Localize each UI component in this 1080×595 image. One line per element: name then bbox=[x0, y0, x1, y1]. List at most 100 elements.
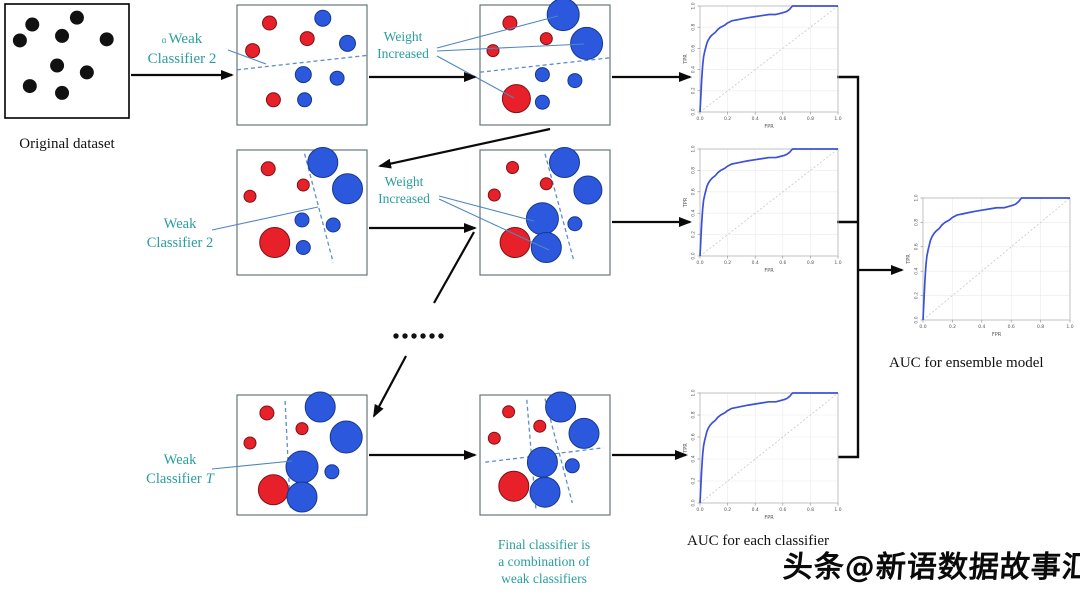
weak-classifier-1-label: ɑ Weak Classifier 2 bbox=[147, 31, 217, 67]
roc-curve bbox=[922, 197, 1070, 321]
data-point-blue bbox=[295, 240, 311, 255]
chance-diagonal bbox=[922, 197, 1071, 321]
x-tick-label: 0.2 bbox=[949, 324, 956, 330]
data-point-blue bbox=[534, 94, 550, 110]
data-point-blue bbox=[529, 476, 561, 508]
y-tick-label: 0.0 bbox=[691, 499, 697, 506]
final-classifier-box bbox=[479, 391, 611, 516]
y-tick-label: 0.4 bbox=[914, 267, 920, 274]
data-point-blue bbox=[304, 391, 336, 423]
x-tick-label: 0.4 bbox=[752, 116, 759, 122]
data-point-blue bbox=[307, 147, 339, 178]
chance-diagonal bbox=[699, 148, 839, 257]
data-point-red bbox=[487, 188, 501, 202]
data-point-blue bbox=[286, 481, 318, 513]
classifier-boundary-line bbox=[303, 153, 334, 263]
data-point-red bbox=[259, 227, 291, 258]
callout-line bbox=[436, 15, 559, 49]
data-point-blue bbox=[573, 175, 603, 205]
auc-ensemble-label: AUC for ensemble model bbox=[889, 355, 1044, 371]
y-tick-label: 0.2 bbox=[691, 87, 697, 94]
data-point-black bbox=[69, 10, 84, 25]
callout-line bbox=[438, 198, 550, 251]
data-point-red bbox=[506, 161, 519, 174]
x-tick-label: 1.0 bbox=[1066, 324, 1073, 330]
x-tick-label: 0.8 bbox=[1037, 324, 1044, 330]
x-axis-label: FPR bbox=[764, 268, 774, 274]
data-point-red bbox=[296, 178, 310, 192]
data-point-red bbox=[299, 31, 315, 47]
data-point-red bbox=[295, 422, 309, 436]
classifier-boundary-line bbox=[236, 54, 368, 71]
x-tick-label: 0.2 bbox=[724, 260, 731, 266]
data-point-blue bbox=[294, 212, 310, 228]
callout-line bbox=[436, 43, 585, 52]
data-point-red bbox=[539, 32, 553, 46]
x-tick-label: 0.0 bbox=[696, 507, 703, 513]
data-point-red bbox=[501, 84, 531, 114]
classifier-T-box bbox=[236, 391, 368, 516]
combine-bracket bbox=[837, 75, 860, 459]
ellipsis-dots bbox=[429, 333, 435, 339]
data-point-red bbox=[260, 161, 276, 177]
data-point-blue bbox=[294, 66, 312, 84]
data-point-blue bbox=[324, 464, 340, 480]
data-point-blue bbox=[545, 391, 577, 423]
classifier-boundary-line bbox=[479, 57, 611, 73]
data-point-blue bbox=[530, 232, 562, 263]
data-point-blue bbox=[329, 70, 345, 86]
x-axis-label: FPR bbox=[764, 124, 774, 130]
y-axis-label: TPR bbox=[906, 254, 912, 265]
data-point-blue bbox=[325, 217, 341, 233]
data-point-black bbox=[12, 33, 27, 48]
classifier-2-box bbox=[236, 147, 368, 276]
data-point-blue bbox=[339, 34, 356, 52]
data-point-black bbox=[50, 58, 65, 73]
plot-frame bbox=[699, 148, 839, 257]
flow-line bbox=[433, 231, 475, 304]
data-point-blue bbox=[564, 458, 580, 474]
data-point-blue bbox=[549, 147, 580, 178]
roc-plot-classifier-2: 0.0 0.2 0.4 0.6 0.8 1.0 0.0 0.2 0.4 0.6 0.8 1.0 FPR T… bbox=[683, 145, 842, 274]
weighted-2-box bbox=[479, 147, 611, 276]
callout-line bbox=[438, 195, 535, 222]
weight-increased-top-label: Weight Increased bbox=[377, 29, 429, 61]
roc-curve bbox=[699, 392, 838, 504]
roc-curve bbox=[699, 148, 838, 257]
roc-plot-classifier-1: 0.0 0.2 0.4 0.6 0.8 1.0 0.0 0.2 0.4 0.6 0.8 1.0 FPR T… bbox=[683, 2, 842, 130]
data-point-blue bbox=[285, 450, 319, 484]
data-point-red bbox=[499, 227, 531, 258]
watermark: 头条@新语数据故事汇 bbox=[781, 550, 1080, 585]
classifier-boundary-line bbox=[284, 400, 291, 508]
x-tick-label: 0.6 bbox=[1008, 324, 1015, 330]
x-tick-label: 0.0 bbox=[696, 260, 703, 266]
final-classifier-label: Final classifier is a combination of wea… bbox=[497, 537, 591, 586]
x-tick-label: 0.2 bbox=[724, 507, 731, 513]
ellipsis-dots bbox=[393, 333, 399, 339]
y-tick-label: 0.8 bbox=[691, 411, 697, 418]
y-tick-label: 0.8 bbox=[691, 23, 697, 30]
x-tick-label: 0.8 bbox=[807, 116, 814, 122]
flow-arrow bbox=[373, 355, 407, 418]
x-tick-label: 0.4 bbox=[752, 260, 759, 266]
x-tick-label: 0.2 bbox=[724, 116, 731, 122]
callout-line bbox=[211, 206, 319, 231]
y-tick-label: 1.0 bbox=[914, 194, 920, 201]
data-point-blue bbox=[534, 67, 550, 83]
x-tick-label: 0.8 bbox=[807, 260, 814, 266]
weak-classifier-T-label: Weak Classifier T bbox=[146, 452, 214, 487]
data-point-red bbox=[502, 15, 518, 31]
data-point-red bbox=[262, 15, 277, 31]
data-point-blue bbox=[526, 446, 558, 478]
y-tick-label: 0.0 bbox=[691, 108, 697, 115]
y-tick-label: 0.4 bbox=[691, 455, 697, 462]
weighted-1-box bbox=[479, 0, 611, 126]
data-point-red bbox=[259, 405, 275, 421]
ellipsis-dots bbox=[438, 333, 444, 339]
y-tick-label: 0.2 bbox=[914, 292, 920, 299]
x-tick-label: 0.6 bbox=[779, 507, 786, 513]
data-point-red bbox=[502, 405, 516, 419]
data-point-blue bbox=[314, 9, 332, 27]
